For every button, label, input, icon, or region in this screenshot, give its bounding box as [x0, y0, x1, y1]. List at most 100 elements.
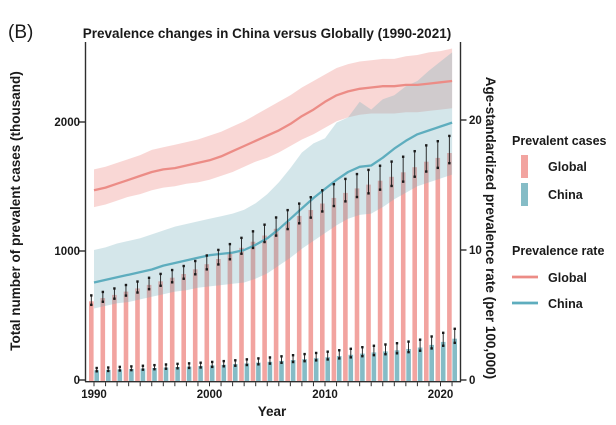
error-cap-top: [90, 294, 93, 297]
error-cap-top: [136, 280, 139, 283]
error-cap-top: [101, 290, 105, 294]
error-cap-top: [217, 248, 220, 252]
error-cap-bottom: [361, 354, 364, 358]
china-cases-bar-2010: [325, 357, 330, 382]
error-cap-bottom: [321, 210, 324, 213]
global-cases-bar-1992: [112, 294, 117, 382]
china-cases-bar-2006: [279, 360, 284, 382]
error-cap-bottom: [372, 353, 376, 357]
legend-label-global-rate: Global: [548, 271, 587, 285]
legend: Prevalent cases Global China Prevalence …: [512, 134, 607, 311]
global-cases-bar-2017: [400, 172, 406, 382]
error-cap-top: [147, 276, 151, 279]
legend-swatch-china-cases: [521, 183, 528, 206]
bars-layer: [89, 153, 457, 382]
error-cap-bottom: [274, 234, 278, 237]
error-cap-bottom: [390, 184, 393, 188]
error-cap-top: [164, 363, 168, 366]
legend-swatch-global-cases: [521, 155, 528, 178]
x-tick-label-1990: 1990: [81, 389, 107, 401]
error-cap-bottom: [338, 357, 341, 360]
error-cap-bottom: [332, 204, 336, 208]
error-cap-bottom: [95, 370, 98, 373]
error-cap-bottom: [286, 227, 289, 231]
china-cases-bar-2016: [394, 350, 400, 382]
error-cap-bottom: [298, 222, 301, 225]
china-cases-bar-1995: [152, 368, 157, 382]
error-cap-bottom: [194, 273, 197, 276]
error-cap-top: [286, 208, 289, 212]
right-tick-label-10: 10: [469, 245, 482, 257]
error-cap-top: [418, 338, 422, 341]
error-cap-bottom: [418, 349, 422, 352]
error-cap-top: [291, 354, 295, 357]
error-cap-top: [378, 164, 382, 167]
china-cases-bar-1994: [140, 368, 146, 382]
error-cap-top: [274, 216, 278, 219]
error-cap-top: [430, 335, 433, 338]
error-cap-top: [176, 362, 179, 366]
error-cap-bottom: [164, 367, 168, 370]
error-cap-top: [453, 327, 456, 331]
global-cases-bar-2010: [320, 203, 325, 382]
error-cap-top: [153, 363, 156, 367]
global-cases-bar-2006: [273, 228, 279, 382]
china-cases-bar-1991: [106, 369, 111, 382]
error-cap-bottom: [141, 368, 145, 371]
error-cap-bottom: [124, 294, 128, 297]
error-cap-top: [141, 364, 145, 367]
error-cap-top: [332, 182, 336, 186]
error-cap-bottom: [355, 195, 359, 199]
error-cap-top: [448, 134, 451, 138]
error-cap-bottom: [159, 284, 162, 287]
global-cases-bar-1999: [192, 269, 198, 382]
china-rate-confidence-band: [94, 52, 453, 309]
global-cases-bar-2013: [354, 188, 360, 382]
error-cap-top: [344, 177, 347, 181]
china-cases-bar-2005: [267, 361, 273, 382]
error-cap-top: [280, 355, 283, 358]
error-cap-bottom: [425, 170, 428, 173]
error-cap-top: [205, 254, 208, 257]
error-cap-top: [234, 359, 237, 362]
error-cap-top: [187, 362, 191, 365]
error-cap-top: [395, 342, 399, 345]
error-cap-top: [372, 344, 376, 347]
error-cap-bottom: [211, 365, 214, 369]
error-cap-top: [199, 361, 202, 364]
error-cap-bottom: [314, 359, 318, 362]
error-cap-top: [298, 202, 301, 205]
error-cap-bottom: [448, 161, 451, 165]
error-cap-top: [321, 189, 324, 192]
panel-label: (B): [8, 22, 33, 43]
error-cap-bottom: [395, 352, 399, 355]
error-cap-bottom: [222, 365, 225, 368]
legend-label-global-cases: Global: [548, 160, 587, 174]
error-cap-top: [251, 230, 255, 233]
error-cap-top: [222, 359, 225, 363]
error-cap-bottom: [228, 258, 232, 261]
global-cases-bar-2020: [435, 157, 441, 382]
error-cap-bottom: [436, 166, 439, 170]
rate-lines-layer: [93, 79, 453, 284]
global-cases-bar-2008: [296, 215, 302, 382]
china-cases-bar-2018: [417, 347, 423, 382]
china-cases-bar-2012: [348, 354, 354, 382]
error-cap-top: [338, 349, 341, 352]
global-cases-bar-2018: [412, 167, 417, 382]
left-axis-title: Total number of prevalent cases (thousan…: [8, 71, 23, 351]
error-cap-top: [159, 272, 162, 276]
global-cases-bar-1990: [89, 301, 94, 382]
china-cases-bar-2019: [429, 344, 434, 382]
error-cap-top: [124, 283, 128, 287]
left-tick-label-0: 0: [74, 375, 80, 387]
global-cases-bar-2005: [262, 235, 267, 382]
error-cap-bottom: [309, 216, 312, 219]
error-cap-bottom: [182, 277, 185, 280]
error-cap-top: [309, 196, 312, 199]
china-cases-bar-2001: [221, 364, 227, 382]
error-cap-top: [118, 365, 121, 369]
year-ticks-layer: [93, 382, 453, 387]
